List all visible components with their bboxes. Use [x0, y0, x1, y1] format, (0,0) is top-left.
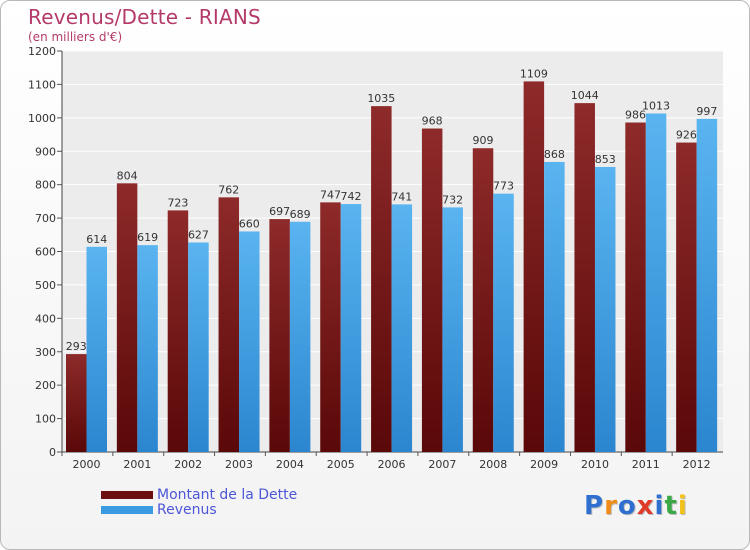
legend-label-dette: Montant de la Dette	[157, 486, 298, 503]
data-label-revenus: 1013	[642, 99, 670, 112]
data-label-dette: 804	[117, 169, 138, 182]
y-tick-label: 100	[35, 413, 56, 426]
bar-revenus	[137, 245, 158, 452]
x-tick-label: 2005	[327, 458, 355, 471]
legend-item-dette: Montant de la Dette	[101, 486, 298, 503]
y-tick-label: 800	[35, 179, 56, 192]
y-tick-label: 600	[35, 246, 56, 259]
x-tick-label: 2000	[73, 458, 101, 471]
bar-revenus	[493, 193, 514, 453]
x-tick-label: 2010	[581, 458, 609, 471]
data-label-dette: 1044	[571, 89, 599, 102]
data-label-revenus: 732	[442, 193, 463, 206]
bar-revenus	[289, 221, 311, 452]
bar-revenus	[340, 204, 362, 452]
y-tick-label: 400	[35, 312, 56, 325]
legend-swatch-dette	[101, 490, 153, 499]
data-label-revenus: 627	[188, 228, 209, 241]
data-label-revenus: 660	[239, 217, 260, 230]
bar-dette	[66, 354, 87, 452]
data-label-dette: 723	[167, 196, 188, 209]
data-label-revenus: 997	[696, 105, 717, 118]
bar-dette	[269, 219, 290, 452]
bar-revenus	[645, 113, 667, 452]
data-label-dette: 968	[422, 115, 443, 128]
bar-revenus	[239, 231, 260, 452]
chart-title: Revenus/Dette - RIANS	[28, 5, 261, 29]
x-tick-label: 2009	[530, 458, 558, 471]
x-tick-label: 2004	[276, 458, 304, 471]
data-label-dette: 762	[218, 183, 239, 196]
bar-dette	[523, 81, 545, 452]
data-label-dette: 1035	[367, 92, 395, 105]
bar-revenus	[86, 246, 107, 452]
bar-revenus	[594, 166, 616, 453]
y-tick-label: 900	[35, 145, 56, 158]
bar-dette	[625, 122, 646, 453]
bar-dette	[421, 128, 443, 452]
y-tick-label: 200	[35, 379, 56, 392]
x-tick-label: 2001	[123, 458, 151, 471]
bar-dette	[167, 210, 189, 452]
data-label-dette: 697	[269, 205, 290, 218]
y-tick-label: 0	[49, 446, 56, 459]
data-label-revenus: 773	[493, 180, 514, 193]
data-label-dette: 1109	[520, 67, 548, 80]
bar-dette	[116, 183, 138, 452]
bar-dette	[676, 142, 697, 453]
data-label-dette: 909	[473, 134, 494, 147]
bar-revenus	[544, 161, 565, 452]
logo-letter: i	[677, 491, 688, 521]
logo-letter: t	[664, 491, 678, 521]
data-label-revenus: 868	[544, 148, 565, 161]
data-label-dette: 926	[676, 129, 697, 142]
y-tick-label: 300	[35, 346, 56, 359]
legend: Montant de la Dette Revenus	[101, 486, 298, 518]
bar-dette	[218, 197, 240, 452]
bar-dette	[574, 103, 595, 452]
data-label-revenus: 853	[595, 153, 616, 166]
data-label-dette: 293	[66, 340, 87, 353]
data-label-revenus: 742	[340, 190, 361, 203]
data-label-revenus: 619	[137, 231, 158, 244]
y-tick-label: 700	[35, 212, 56, 225]
logo-letter: r	[604, 491, 618, 521]
logo-letter: o	[617, 491, 637, 521]
chart-subtitle: (en milliers d'€)	[28, 30, 123, 44]
data-label-revenus: 689	[290, 208, 311, 221]
x-tick-label: 2003	[225, 458, 253, 471]
legend-label-revenus: Revenus	[157, 501, 217, 518]
x-tick-label: 2012	[683, 458, 711, 471]
y-tick-label: 1200	[28, 45, 56, 58]
bar-dette	[371, 106, 392, 452]
x-tick-label: 2011	[632, 458, 660, 471]
y-tick-label: 500	[35, 279, 56, 292]
bar-dette	[472, 148, 494, 452]
legend-swatch-revenus	[101, 505, 153, 514]
data-label-dette: 747	[320, 188, 341, 201]
x-tick-label: 2008	[479, 458, 507, 471]
logo-letter: i	[654, 491, 665, 521]
bar-revenus	[188, 242, 209, 452]
x-tick-label: 2006	[378, 458, 406, 471]
data-label-dette: 986	[625, 109, 646, 122]
logo-letter: P	[584, 491, 605, 521]
legend-item-revenus: Revenus	[101, 501, 297, 518]
bar-revenus	[696, 118, 718, 453]
x-tick-label: 2002	[174, 458, 202, 471]
y-tick-label: 1000	[28, 112, 56, 125]
data-label-revenus: 614	[86, 233, 107, 246]
bar-dette	[320, 202, 341, 452]
bar-revenus	[442, 207, 463, 452]
y-tick-label: 1100	[28, 78, 56, 91]
logo-letter: x	[636, 491, 655, 521]
x-tick-label: 2007	[428, 458, 456, 471]
bar-revenus	[391, 204, 413, 452]
data-label-revenus: 741	[391, 190, 412, 203]
proxiti-logo: Proxiti	[584, 491, 688, 521]
